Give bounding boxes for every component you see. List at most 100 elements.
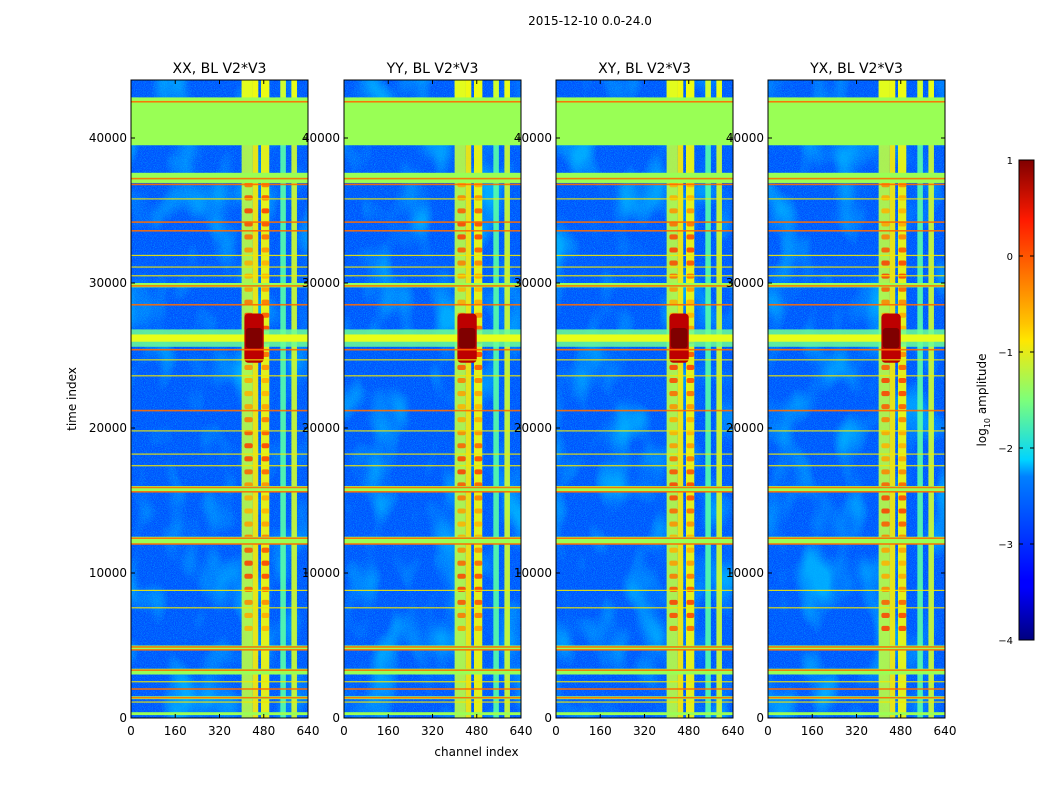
- flag-line-orange: [768, 183, 945, 186]
- band-hotspot: [474, 508, 483, 514]
- flag-line-orange: [344, 303, 521, 306]
- flag-line-yellow: [344, 589, 521, 591]
- channel-band: [465, 80, 472, 718]
- band-hotspot: [898, 299, 907, 305]
- flag-line-orange: [131, 649, 308, 651]
- y-tick-label: 0: [756, 711, 764, 725]
- flagged-block: [768, 536, 945, 544]
- peak-core: [245, 327, 263, 349]
- band-hotspot: [457, 599, 466, 605]
- flag-line-yellow: [556, 453, 733, 455]
- band-hotspot: [686, 417, 695, 423]
- band-hotspot: [261, 234, 270, 240]
- band-hotspot: [261, 456, 270, 462]
- band-hotspot: [881, 404, 890, 410]
- band-hotspot: [898, 247, 907, 253]
- flag-line-orange: [768, 669, 945, 671]
- top-band-column: [889, 80, 896, 98]
- colorbar-gradient: [1018, 159, 1035, 641]
- channel-band: [252, 80, 259, 718]
- x-tick-label: 160: [377, 724, 400, 738]
- band-hotspot: [474, 377, 483, 384]
- band-hotspot: [686, 234, 695, 240]
- band-hotspot: [898, 495, 907, 501]
- flag-line-yellow: [556, 430, 733, 432]
- channel-band: [677, 80, 684, 718]
- band-hotspot: [457, 247, 466, 253]
- band-hotspot: [474, 417, 483, 423]
- flag-line-yellow: [344, 275, 521, 277]
- flag-line-yellow: [131, 589, 308, 591]
- panel-title: YX, BL V2*V3: [809, 61, 903, 77]
- band-hotspot: [898, 456, 907, 462]
- top-band-column: [917, 80, 923, 98]
- y-tick-label: 10000: [302, 566, 340, 580]
- band-hotspot: [669, 508, 678, 514]
- band-hotspot: [898, 195, 907, 201]
- flag-line-orange: [131, 696, 308, 699]
- flag-line-yellow: [131, 607, 308, 609]
- band-hotspot: [457, 417, 466, 423]
- y-tick-label: 40000: [514, 131, 552, 145]
- flagged-block: [344, 536, 521, 544]
- top-band-column: [677, 80, 684, 98]
- channel-band: [705, 80, 711, 718]
- flag-line-yellow: [344, 359, 521, 361]
- band-hotspot: [669, 391, 678, 397]
- band-hotspot: [457, 260, 466, 266]
- flag-line-orange: [556, 486, 733, 489]
- band-hotspot: [261, 521, 270, 527]
- flagged-block: [344, 712, 521, 716]
- flag-line-yellow: [131, 375, 308, 377]
- flag-line-orange: [556, 285, 733, 287]
- band-hotspot: [244, 625, 253, 631]
- flag-line-orange: [131, 230, 308, 232]
- flag-line-yellow: [131, 198, 308, 200]
- band-hotspot: [686, 599, 695, 605]
- band-hotspot: [898, 599, 907, 605]
- band-hotspot: [686, 495, 695, 501]
- flag-line-yellow: [768, 375, 945, 377]
- flag-line-orange: [344, 688, 521, 690]
- heatmap-noise: [344, 80, 521, 718]
- channel-band: [291, 80, 297, 718]
- band-hotspot: [457, 234, 466, 240]
- band-hotspot: [261, 625, 270, 631]
- band-hotspot: [244, 495, 253, 501]
- x-tick-label: 160: [164, 724, 187, 738]
- peak-stripe-core: [556, 334, 733, 342]
- x-tick-label: 0: [764, 724, 772, 738]
- flag-line-orange: [768, 409, 945, 412]
- band-hotspot: [881, 234, 890, 240]
- band-hotspot: [898, 234, 907, 240]
- band-hotspot: [261, 299, 270, 305]
- band-hotspot: [881, 560, 890, 566]
- top-band-column: [666, 80, 678, 98]
- band-hotspot: [881, 286, 890, 292]
- flag-line-orange: [131, 486, 308, 489]
- y-tick-label: 0: [332, 711, 340, 725]
- flag-line-yellow: [556, 266, 733, 268]
- band-hotspot: [457, 404, 466, 410]
- band-hotspot: [261, 391, 270, 397]
- flagged-block: [556, 712, 733, 716]
- top-band-column: [252, 80, 259, 98]
- flag-line-orange: [556, 646, 733, 648]
- band-hotspot: [261, 260, 270, 266]
- flag-line-orange: [344, 649, 521, 651]
- band-hotspot: [457, 456, 466, 462]
- band-hotspot: [881, 391, 890, 397]
- y-tick-label: 10000: [514, 566, 552, 580]
- flag-line-yellow: [131, 275, 308, 277]
- flagged-block: [768, 712, 945, 716]
- flag-line-yellow: [131, 453, 308, 455]
- band-hotspot: [261, 599, 270, 605]
- band-hotspot: [261, 377, 270, 384]
- colorbar-label: log10 amplitude: [975, 354, 992, 447]
- band-hotspot: [457, 391, 466, 397]
- band-hotspot: [686, 560, 695, 566]
- peak-stripe-core: [131, 334, 308, 342]
- flag-line-orange: [344, 348, 521, 351]
- flag-line-orange: [768, 688, 945, 690]
- band-hotspot: [457, 208, 466, 214]
